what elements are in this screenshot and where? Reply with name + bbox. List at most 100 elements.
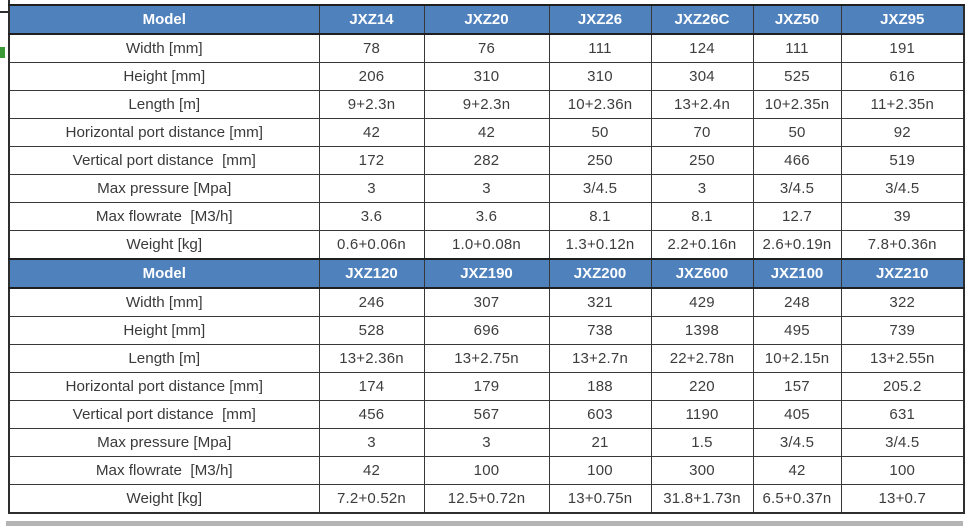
model-header-cell: JXZ26: [548, 4, 652, 35]
value-cell: 3: [423, 174, 550, 203]
value-cell: 9+2.3n: [423, 90, 550, 119]
value-cell: 1.5: [650, 428, 754, 457]
value-cell: 250: [650, 146, 754, 175]
value-cell: 12.7: [752, 202, 842, 231]
row-label: Horizontal port distance [mm]: [8, 118, 320, 147]
value-cell: 495: [752, 316, 842, 345]
model-header-cell: JXZ20: [423, 4, 550, 35]
value-cell: 13+2.4n: [650, 90, 754, 119]
value-cell: 42: [423, 118, 550, 147]
value-cell: 525: [752, 62, 842, 91]
value-cell: 1398: [650, 316, 754, 345]
value-cell: 13+2.55n: [840, 344, 965, 373]
value-cell: 100: [423, 456, 550, 485]
value-cell: 567: [423, 400, 550, 429]
row-label: Width [mm]: [8, 287, 320, 317]
section-1-header-row: Model JXZ14 JXZ20 JXZ26 JXZ26C JXZ50 JXZ95: [8, 4, 965, 35]
value-cell: 3: [650, 174, 754, 203]
value-cell: 1190: [650, 400, 754, 429]
value-cell: 3.6: [423, 202, 550, 231]
value-cell: 466: [752, 146, 842, 175]
model-corner-header: Model: [8, 258, 320, 289]
table-row: Width [mm] 246 307 321 429 248 322: [8, 287, 965, 317]
table-row: Horizontal port distance [mm] 174 179 188 22…: [8, 372, 965, 401]
model-header-cell: JXZ190: [423, 258, 550, 289]
value-cell: 21: [548, 428, 652, 457]
value-cell: 179: [423, 372, 550, 401]
row-label: Width [mm]: [8, 33, 320, 63]
value-cell: 50: [548, 118, 652, 147]
value-cell: 42: [752, 456, 842, 485]
value-cell: 0.6+0.06n: [318, 230, 425, 260]
value-cell: 429: [650, 287, 754, 317]
value-cell: 3/4.5: [752, 428, 842, 457]
value-cell: 220: [650, 372, 754, 401]
value-cell: 8.1: [650, 202, 754, 231]
value-cell: 70: [650, 118, 754, 147]
row-label: Length [m]: [8, 344, 320, 373]
row-label: Max pressure [Mpa]: [8, 174, 320, 203]
value-cell: 321: [548, 287, 652, 317]
value-cell: 22+2.78n: [650, 344, 754, 373]
value-cell: 528: [318, 316, 425, 345]
table-row: Max pressure [Mpa] 3 3 21 1.5 3/4.5 3/4.5: [8, 428, 965, 457]
value-cell: 739: [840, 316, 965, 345]
value-cell: 307: [423, 287, 550, 317]
value-cell: 13+2.36n: [318, 344, 425, 373]
value-cell: 100: [548, 456, 652, 485]
value-cell: 13+2.75n: [423, 344, 550, 373]
table-row: Weight [kg] 0.6+0.06n 1.0+0.08n 1.3+0.12n 2.…: [8, 230, 965, 260]
value-cell: 174: [318, 372, 425, 401]
row-label: Height [mm]: [8, 62, 320, 91]
value-cell: 248: [752, 287, 842, 317]
value-cell: 310: [548, 62, 652, 91]
table-row: Max pressure [Mpa] 3 3 3/4.5 3 3/4.5 3/4.5: [8, 174, 965, 203]
row-label: Vertical port distance [mm]: [8, 146, 320, 175]
row-label: Max flowrate [M3/h]: [8, 456, 320, 485]
value-cell: 124: [650, 33, 754, 63]
value-cell: 3/4.5: [548, 174, 652, 203]
table-row: Max flowrate [M3/h] 3.6 3.6 8.1 8.1 12.7 39: [8, 202, 965, 231]
spec-table: Model JXZ14 JXZ20 JXZ26 JXZ26C JXZ50 JXZ95 Widt…: [8, 4, 965, 514]
model-header-cell: JXZ50: [752, 4, 842, 35]
table-row: Horizontal port distance [mm] 42 42 50 70 50 9…: [8, 118, 965, 147]
table-row: Length [m] 9+2.3n 9+2.3n 10+2.36n 13+2.4n 10+…: [8, 90, 965, 119]
value-cell: 11+2.35n: [840, 90, 965, 119]
value-cell: 39: [840, 202, 965, 231]
value-cell: 78: [318, 33, 425, 63]
value-cell: 738: [548, 316, 652, 345]
row-label: Weight [kg]: [8, 230, 320, 260]
value-cell: 3/4.5: [752, 174, 842, 203]
model-header-cell: JXZ200: [548, 258, 652, 289]
table-row: Max flowrate [M3/h] 42 100 100 300 42 100: [8, 456, 965, 485]
value-cell: 205.2: [840, 372, 965, 401]
value-cell: 456: [318, 400, 425, 429]
row-label: Vertical port distance [mm]: [8, 400, 320, 429]
value-cell: 13+2.7n: [548, 344, 652, 373]
value-cell: 7.2+0.52n: [318, 484, 425, 514]
value-cell: 8.1: [548, 202, 652, 231]
value-cell: 76: [423, 33, 550, 63]
model-header-cell: JXZ95: [840, 4, 965, 35]
value-cell: 3: [423, 428, 550, 457]
row-label: Height [mm]: [8, 316, 320, 345]
value-cell: 2.2+0.16n: [650, 230, 754, 260]
model-header-cell: JXZ100: [752, 258, 842, 289]
value-cell: 1.3+0.12n: [548, 230, 652, 260]
table-row: Width [mm] 78 76 111 124 111 191: [8, 33, 965, 63]
value-cell: 9+2.3n: [318, 90, 425, 119]
value-cell: 603: [548, 400, 652, 429]
model-header-cell: JXZ26C: [650, 4, 754, 35]
value-cell: 282: [423, 146, 550, 175]
table-row: Weight [kg] 7.2+0.52n 12.5+0.72n 13+0.75n 31…: [8, 484, 965, 514]
value-cell: 3: [318, 428, 425, 457]
value-cell: 10+2.35n: [752, 90, 842, 119]
value-cell: 6.5+0.37n: [752, 484, 842, 514]
value-cell: 13+0.75n: [548, 484, 652, 514]
value-cell: 10+2.15n: [752, 344, 842, 373]
value-cell: 616: [840, 62, 965, 91]
green-margin-mark: [0, 47, 5, 58]
model-header-cell: JXZ600: [650, 258, 754, 289]
value-cell: 2.6+0.19n: [752, 230, 842, 260]
